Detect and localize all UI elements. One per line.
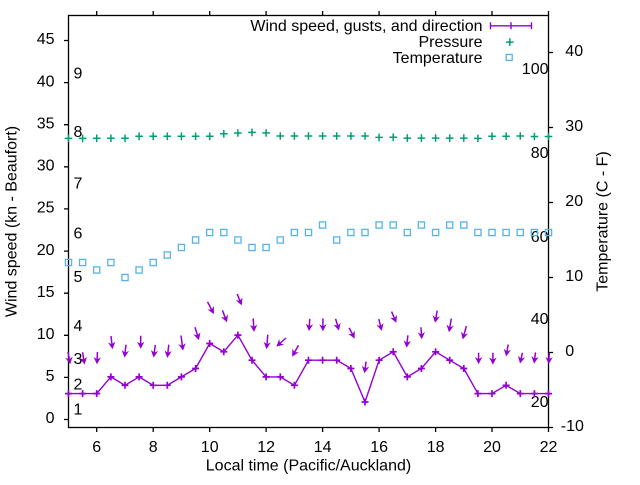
svg-text:25: 25 — [37, 200, 55, 217]
svg-text:3: 3 — [74, 351, 83, 368]
svg-text:30: 30 — [565, 118, 583, 135]
svg-text:Wind speed (kn - Beaufort): Wind speed (kn - Beaufort) — [4, 126, 21, 317]
svg-text:5: 5 — [74, 269, 83, 286]
svg-text:6: 6 — [92, 439, 101, 456]
svg-text:18: 18 — [427, 439, 445, 456]
svg-text:14: 14 — [314, 439, 332, 456]
svg-text:9: 9 — [74, 65, 83, 82]
svg-text:1: 1 — [74, 401, 83, 418]
svg-text:22: 22 — [540, 439, 558, 456]
svg-text:20: 20 — [531, 394, 549, 411]
svg-text:15: 15 — [37, 284, 55, 301]
svg-text:10: 10 — [565, 268, 583, 285]
svg-text:35: 35 — [37, 115, 55, 132]
svg-text:Wind speed, gusts, and directi: Wind speed, gusts, and direction — [250, 18, 482, 35]
svg-text:0: 0 — [565, 343, 574, 360]
svg-text:100: 100 — [522, 61, 549, 78]
svg-text:80: 80 — [531, 145, 549, 162]
svg-text:8: 8 — [74, 124, 83, 141]
svg-text:Temperature: Temperature — [393, 50, 483, 67]
svg-text:Temperature (C - F): Temperature (C - F) — [595, 151, 612, 291]
svg-text:16: 16 — [370, 439, 388, 456]
svg-text:6: 6 — [74, 225, 83, 242]
svg-text:4: 4 — [74, 318, 83, 335]
svg-text:Pressure: Pressure — [418, 34, 482, 51]
svg-text:Local time (Pacific/Auckland): Local time (Pacific/Auckland) — [206, 458, 411, 475]
svg-text:60: 60 — [531, 229, 549, 246]
svg-text:30: 30 — [37, 158, 55, 175]
svg-text:40: 40 — [531, 311, 549, 328]
svg-text:20: 20 — [565, 193, 583, 210]
svg-text:20: 20 — [483, 439, 501, 456]
svg-text:-10: -10 — [561, 418, 584, 435]
svg-text:8: 8 — [149, 439, 158, 456]
svg-text:2: 2 — [74, 376, 83, 393]
svg-text:40: 40 — [565, 43, 583, 60]
svg-text:12: 12 — [257, 439, 275, 456]
svg-text:0: 0 — [46, 410, 55, 427]
svg-text:45: 45 — [37, 31, 55, 48]
svg-text:5: 5 — [46, 368, 55, 385]
svg-text:20: 20 — [37, 242, 55, 259]
svg-text:10: 10 — [201, 439, 219, 456]
svg-text:40: 40 — [37, 73, 55, 90]
svg-text:10: 10 — [37, 326, 55, 343]
svg-text:7: 7 — [74, 176, 83, 193]
